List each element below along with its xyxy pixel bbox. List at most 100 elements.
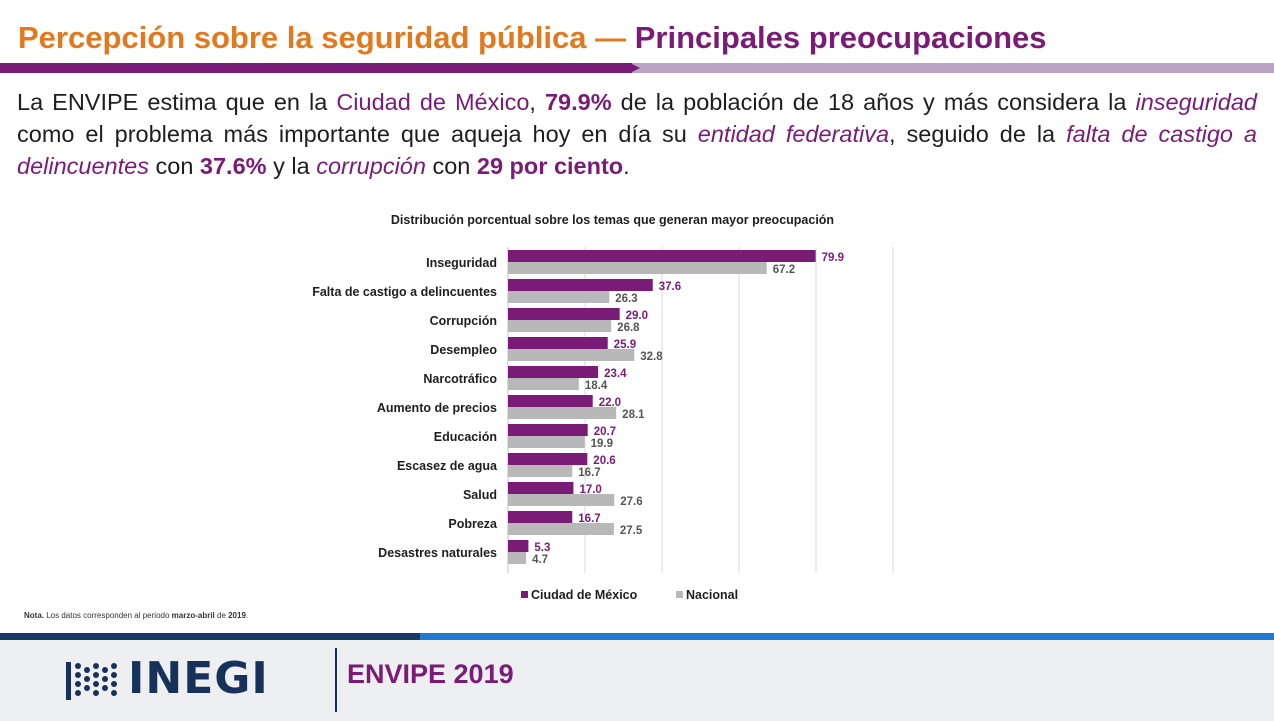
intro-highlight-percent: 29 por ciento bbox=[476, 153, 624, 179]
bar-cdmx bbox=[508, 395, 593, 407]
data-label: 20.6 bbox=[593, 455, 615, 467]
data-label: 16.7 bbox=[578, 467, 600, 479]
data-label: 4.7 bbox=[532, 554, 548, 566]
data-label: 26.8 bbox=[617, 322, 640, 334]
chart-title: Distribución porcentual sobre los temas … bbox=[390, 213, 835, 227]
category-label: Aumento de precios bbox=[377, 401, 497, 415]
data-label: 16.7 bbox=[578, 513, 600, 525]
intro-text: . bbox=[623, 153, 630, 179]
data-label: 27.5 bbox=[620, 525, 643, 537]
footnote: Nota. Los datos corresponden al periodo … bbox=[24, 611, 248, 620]
category-label: Inseguridad bbox=[426, 256, 497, 270]
chart-plot: Inseguridad 79.9 67.2 Falta de castigo a de… bbox=[312, 247, 894, 602]
intro-highlight-percent: 79.9% bbox=[544, 89, 612, 115]
intro-highlight-term: falta de castigo a delincuentes bbox=[17, 121, 1257, 179]
footer-band bbox=[0, 640, 1274, 721]
bar-cdmx bbox=[508, 308, 620, 320]
intro-text: con bbox=[148, 153, 200, 179]
category-label: Corrupción bbox=[430, 314, 497, 328]
page-title-subtopic: Principales preocupaciones bbox=[634, 20, 1047, 55]
bar-cdmx bbox=[508, 279, 653, 291]
footnote-label: Nota. bbox=[24, 611, 44, 620]
intro-highlight-term: corrupción bbox=[316, 153, 426, 179]
intro-text: , seguido de la bbox=[889, 121, 1067, 147]
bar-nacional bbox=[508, 523, 614, 535]
bar-cdmx bbox=[508, 453, 588, 465]
footnote-text: Los datos corresponden al periodo bbox=[44, 611, 172, 620]
bar-cdmx bbox=[508, 366, 599, 378]
intro-text: La ENVIPE estima que en la bbox=[17, 89, 337, 115]
data-label: 29.0 bbox=[626, 310, 648, 322]
bar-cdmx bbox=[508, 482, 574, 494]
bar-cdmx bbox=[508, 424, 588, 436]
title-underline-secondary bbox=[632, 63, 1274, 73]
bar-cdmx bbox=[508, 250, 816, 262]
footer-divider bbox=[335, 648, 337, 712]
legend-swatch bbox=[676, 591, 683, 598]
bar-cdmx bbox=[508, 540, 529, 552]
bar-nacional bbox=[508, 291, 610, 303]
footnote-text: . bbox=[245, 611, 249, 620]
data-label: 26.3 bbox=[615, 293, 637, 305]
inegi-dots-icon bbox=[66, 662, 117, 700]
data-label: 23.4 bbox=[604, 368, 627, 380]
category-label: Narcotráfico bbox=[423, 372, 497, 386]
intro-paragraph: La ENVIPE estima que en la Ciudad de Méx… bbox=[17, 86, 1257, 182]
page-title: Percepción sobre la seguridad pública — … bbox=[18, 20, 1047, 60]
concern-distribution-chart: Distribución porcentual sobre los temas … bbox=[0, 200, 1274, 610]
title-underline-primary bbox=[0, 63, 640, 73]
intro-text: , bbox=[529, 89, 545, 115]
bar-nacional bbox=[508, 407, 617, 419]
data-label: 25.9 bbox=[614, 339, 636, 351]
category-label: Desastres naturales bbox=[378, 546, 497, 560]
data-label: 32.8 bbox=[640, 351, 663, 363]
category-label: Salud bbox=[463, 488, 497, 502]
data-label: 79.9 bbox=[822, 252, 844, 264]
data-label: 20.7 bbox=[594, 426, 616, 438]
legend-label: Nacional bbox=[686, 588, 738, 602]
intro-text: y la bbox=[266, 153, 317, 179]
intro-highlight-term: inseguridad bbox=[1135, 89, 1257, 115]
category-label: Pobreza bbox=[448, 517, 498, 531]
data-label: 17.0 bbox=[579, 484, 601, 496]
bar-nacional bbox=[508, 436, 585, 448]
intro-text: de la población de 18 años y más conside… bbox=[611, 89, 1136, 115]
data-label: 5.3 bbox=[534, 542, 550, 554]
data-label: 27.6 bbox=[620, 496, 642, 508]
page-title-topic: Percepción sobre la seguridad pública — bbox=[18, 20, 635, 55]
intro-text: con bbox=[425, 153, 477, 179]
footer-stripe-light bbox=[420, 633, 1274, 640]
intro-highlight-term: entidad federativa bbox=[697, 121, 890, 147]
data-label: 28.1 bbox=[622, 409, 645, 421]
bar-nacional bbox=[508, 465, 573, 477]
footer-stripe-dark bbox=[0, 633, 420, 640]
category-label: Educación bbox=[434, 430, 497, 444]
bar-cdmx bbox=[508, 337, 608, 349]
data-label: 18.4 bbox=[585, 380, 608, 392]
intro-highlight-percent: 37.6% bbox=[199, 153, 267, 179]
bar-nacional bbox=[508, 552, 527, 564]
category-label: Desempleo bbox=[430, 343, 497, 357]
data-label: 37.6 bbox=[659, 281, 681, 293]
intro-text: como el problema más importante que aque… bbox=[17, 121, 698, 147]
bar-nacional bbox=[508, 262, 767, 274]
bar-nacional bbox=[508, 494, 615, 506]
legend-label: Ciudad de México bbox=[531, 588, 638, 602]
bar-cdmx bbox=[508, 511, 573, 523]
data-label: 19.9 bbox=[591, 438, 613, 450]
survey-name: ENVIPE 2019 bbox=[347, 659, 514, 689]
footnote-year: 2019 bbox=[228, 611, 246, 620]
footnote-text: de bbox=[214, 611, 229, 620]
bar-nacional bbox=[508, 349, 635, 361]
title-underline-arrow bbox=[630, 63, 640, 73]
footnote-period: marzo-abril bbox=[171, 611, 215, 620]
data-label: 67.2 bbox=[773, 264, 795, 276]
bar-nacional bbox=[508, 378, 579, 390]
intro-highlight-entity: Ciudad de México bbox=[336, 89, 530, 115]
bar-nacional bbox=[508, 320, 612, 332]
data-label: 22.0 bbox=[599, 397, 621, 409]
inegi-logo-text: INEGI bbox=[128, 653, 269, 704]
category-label: Falta de castigo a delincuentes bbox=[312, 285, 497, 299]
legend-swatch bbox=[521, 591, 528, 598]
category-label: Escasez de agua bbox=[397, 459, 498, 473]
